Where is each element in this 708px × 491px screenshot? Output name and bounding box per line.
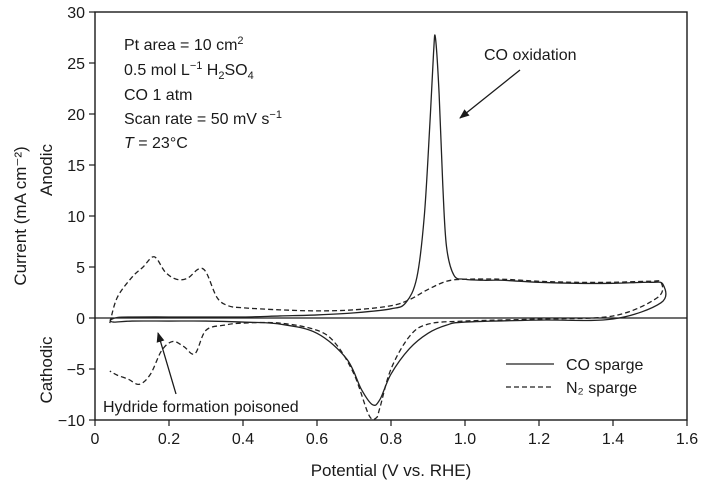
x-tick-label: 1.2: [528, 431, 550, 448]
info-electrolyte-sup: −1: [190, 60, 203, 72]
x-tick-label: 0.2: [158, 431, 180, 448]
hydride-arrow: [156, 332, 177, 395]
info-line-pt-area: Pt area = 10 cm2: [124, 35, 244, 54]
info-pt-area-text: Pt area = 10 cm: [124, 37, 237, 54]
y-tick-label: 20: [67, 107, 85, 124]
info-line-electrolyte: 0.5 mol L−1 H2SO4: [124, 60, 254, 82]
legend: CO sparge N₂ sparge: [506, 357, 643, 397]
series-n2-sparge-line: [109, 256, 664, 421]
info-electrolyte-mid: H: [202, 62, 218, 79]
info-electrolyte-sub2: 4: [248, 70, 254, 82]
info-line-temperature: T = 23°C: [124, 135, 188, 152]
y-tick-label: 30: [67, 5, 85, 22]
info-line-scan-rate: Scan rate = 50 mV s−1: [124, 109, 282, 128]
info-temp-rest: = 23°C: [134, 135, 188, 152]
x-tick-label: 1.6: [676, 431, 698, 448]
co-oxidation-label: CO oxidation: [484, 47, 577, 64]
cathodic-label: Cathodic: [37, 336, 56, 404]
x-axis: 0 0.2 0.4 0.6 0.8 1.0 1.2 1.4 1.6: [91, 420, 698, 448]
x-tick-label: 0.4: [232, 431, 254, 448]
y-tick-label: 10: [67, 209, 85, 226]
legend-label-n2: N₂ sparge: [566, 380, 637, 397]
co-oxidation-arrow: [459, 69, 521, 119]
info-electrolyte-sub1: 2: [218, 70, 224, 82]
y-tick-label: 25: [67, 56, 85, 73]
series-layer: [109, 34, 667, 421]
y-tick-label: 15: [67, 158, 85, 175]
anodic-label: Anodic: [37, 144, 56, 196]
info-electrolyte-pre: 0.5 mol L: [124, 62, 190, 79]
y-tick-label: 5: [76, 260, 85, 277]
x-tick-label: 0: [91, 431, 100, 448]
y-tick-label: 0: [76, 311, 85, 328]
y-tick-label: −10: [58, 413, 85, 430]
info-line-co: CO 1 atm: [124, 87, 192, 104]
y-axis-title: Current (mA cm⁻²): [11, 146, 30, 285]
series-co-sparge-line: [109, 34, 667, 406]
x-tick-label: 0.8: [380, 431, 402, 448]
info-scan-text: Scan rate = 50 mV s: [124, 111, 269, 128]
info-temp-ital: T: [124, 135, 135, 152]
x-tick-label: 1.4: [602, 431, 624, 448]
y-axis: −10 −5 0 5 10 15 20 25 30: [58, 5, 95, 430]
x-tick-label: 1.0: [454, 431, 476, 448]
legend-label-co: CO sparge: [566, 357, 643, 374]
info-electrolyte-mid2: SO: [224, 62, 247, 79]
hydride-label: Hydride formation poisoned: [103, 399, 299, 416]
info-scan-sup: −1: [269, 109, 282, 121]
x-axis-title: Potential (V vs. RHE): [311, 461, 472, 480]
x-tick-label: 0.6: [306, 431, 328, 448]
info-block: Pt area = 10 cm2 0.5 mol L−1 H2SO4 CO 1 …: [124, 35, 282, 152]
info-pt-area-sup: 2: [237, 35, 243, 47]
y-tick-label: −5: [67, 362, 85, 379]
